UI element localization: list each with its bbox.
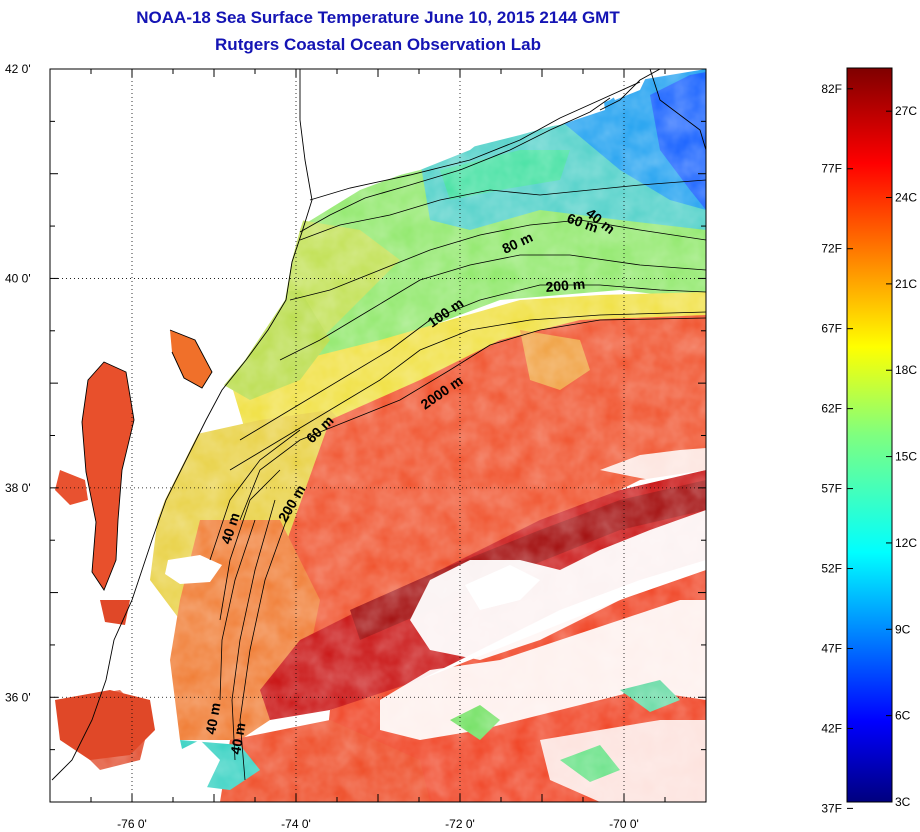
colorbar-f-label: 37F — [821, 801, 842, 815]
colorbar-f-label: 82F — [821, 82, 842, 96]
lon-tick-label: -72 0' — [445, 817, 475, 831]
lat-tick-label: 40 0' — [5, 271, 31, 285]
colorbar-c-label: 15C — [895, 450, 917, 464]
colorbar-f-label: 42F — [821, 721, 842, 735]
colorbar-c-label: 18C — [895, 363, 917, 377]
colorbar-f-label: 72F — [821, 242, 842, 256]
lon-tick-label: -70 0' — [609, 817, 639, 831]
contour-label: 200 m — [545, 276, 586, 295]
colorbar-f-label: 52F — [821, 562, 842, 576]
lon-tick-label: -74 0' — [281, 817, 311, 831]
colorbar-c-label: 27C — [895, 104, 917, 118]
contour-label: 40 m — [227, 721, 248, 755]
axis-ticks: 42 0' 40 0' 38 0' 36 0' -76 0' -74 0' -72 0' -7… — [5, 62, 707, 831]
colorbar-ticks: 82F 77F 72F 67F 62F 57F 52F 47F 42F 37F 27C 24C 21C 1… — [821, 82, 917, 816]
lat-tick-label: 36 0' — [5, 690, 31, 704]
colorbar-f-label: 47F — [821, 641, 842, 655]
colorbar-f-label: 62F — [821, 402, 842, 416]
colorbar-c-label: 21C — [895, 277, 917, 291]
lat-tick-label: 38 0' — [5, 481, 31, 495]
map-subtitle: Rutgers Coastal Ocean Observation Lab — [215, 35, 541, 54]
colorbar — [846, 67, 893, 803]
map-title: NOAA-18 Sea Surface Temperature June 10,… — [136, 8, 620, 27]
sst-image — [50, 69, 706, 802]
colorbar-c-label: 12C — [895, 536, 917, 550]
colorbar-f-label: 57F — [821, 482, 842, 496]
lon-tick-label: -76 0' — [117, 817, 147, 831]
contour-label: 40 m — [202, 701, 223, 735]
colorbar-c-label: 6C — [895, 709, 911, 723]
bathymetry-contours — [209, 179, 706, 781]
coastline — [51, 69, 706, 781]
colorbar-c-label: 9C — [895, 622, 911, 636]
colorbar-c-label: 3C — [895, 795, 911, 809]
colorbar-c-label: 24C — [895, 191, 917, 205]
lat-tick-label: 42 0' — [5, 62, 31, 76]
colorbar-f-label: 77F — [821, 162, 842, 176]
colorbar-f-label: 67F — [821, 322, 842, 336]
